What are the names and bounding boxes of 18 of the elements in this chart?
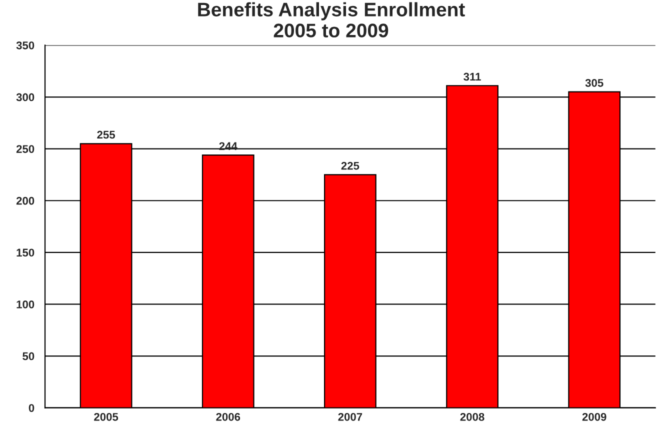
x-tick-label: 2005 [94,412,118,421]
y-tick-label: 350 [16,41,34,50]
data-label: 311 [464,72,481,81]
y-tick-label: 300 [16,93,34,102]
y-tick-label: 0 [28,404,34,412]
data-label: 225 [341,162,360,170]
data-label: 255 [97,130,116,139]
y-tick-label: 200 [16,196,34,205]
data-label: 305 [585,78,604,87]
x-tick-label: 2008 [460,412,484,421]
y-tick-label: 100 [16,300,34,308]
chart-title: Benefits Analysis Enrollment 2005 to 2009 [198,2,465,38]
y-tick-label: 50 [22,352,34,360]
y-tick-label: 150 [16,248,34,257]
x-tick-label: 2007 [338,412,362,421]
x-tick-label: 2009 [582,412,606,421]
y-tick-label: 250 [16,145,34,153]
x-tick-label: 2006 [216,412,240,421]
